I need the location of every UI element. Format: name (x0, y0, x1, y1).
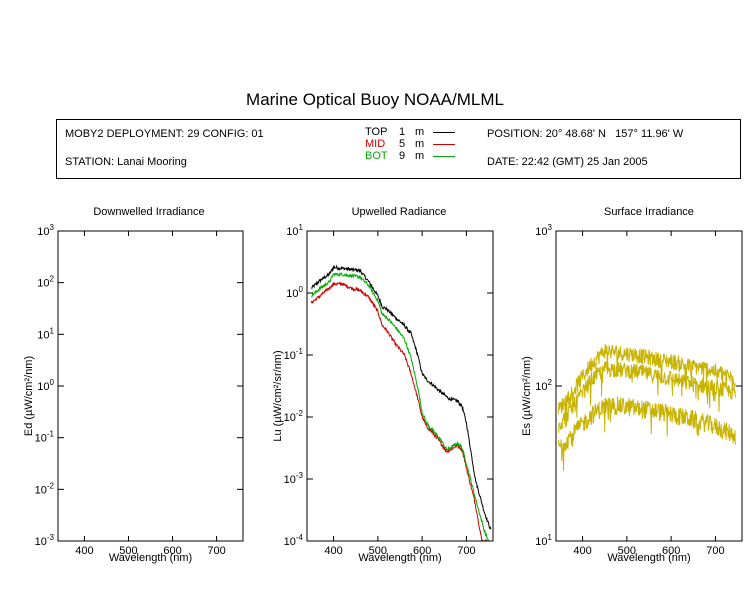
panel-2: 400 500 600 700 Wavelength (nm) 101 102 103 Es (… (521, 223, 743, 564)
plot-frame-0 (57, 230, 244, 542)
y-axis-label-0: Ed (µW/cm²/nm) (23, 356, 35, 436)
x-tick-label-0-0: 400 (75, 545, 93, 557)
y-tick-label-1-5: 101 (286, 223, 303, 238)
y-tick-label-0-6: 103 (37, 223, 54, 238)
legend-mid-depth: 5 (399, 138, 406, 150)
legend-mid-line (433, 144, 455, 145)
x-tick-label-1-2: 600 (413, 545, 431, 557)
x-axis-label-1: Wavelength (nm) (358, 552, 441, 564)
series-line-1-0 (310, 264, 492, 530)
y-tick-label-1-1: 10-3 (284, 471, 304, 486)
x-tick-label-1-1: 500 (369, 545, 387, 557)
y-tick-label-2-0: 101 (535, 533, 552, 548)
panel-title-surface: Surface Irradiance (604, 206, 694, 218)
y-tick-label-0-2: 10-1 (35, 430, 55, 445)
y-tick-label-0-4: 101 (37, 326, 54, 341)
y-tick-label-1-3: 10-1 (284, 347, 304, 362)
y-tick-label-0-0: 10-3 (35, 533, 55, 548)
x-axis-label-2: Wavelength (nm) (607, 552, 690, 564)
x-tick-label-2-2: 600 (662, 545, 680, 557)
legend-top-line (433, 132, 455, 133)
y-tick-label-0-5: 102 (37, 275, 54, 290)
series-line-2-2 (557, 396, 736, 471)
x-axis-label-0: Wavelength (nm) (109, 552, 192, 564)
legend-top-unit: m (415, 126, 425, 138)
station-text: STATION: Lanai Mooring (65, 156, 187, 168)
date-text: DATE: 22:42 (GMT) 25 Jan 2005 (487, 156, 648, 168)
x-tick-label-0-1: 500 (119, 545, 137, 557)
x-tick-label-1-0: 400 (324, 545, 342, 557)
x-tick-label-2-0: 400 (573, 545, 591, 557)
y-tick-label-0-3: 100 (37, 378, 54, 393)
position-text: POSITION: 20° 48.68' N 157° 11.96' W (487, 128, 684, 140)
y-tick-label-1-2: 10-2 (284, 409, 304, 424)
y-axis-label-1: Lu (µW/cm²/sr/nm) (272, 350, 284, 441)
info-box: MOBY2 DEPLOYMENT: 29 CONFIG: 01 STATION:… (56, 119, 741, 179)
y-axis-label-2: Es (µW/cm²/nm) (521, 356, 533, 436)
chart-title: Marine Optical Buoy NOAA/MLML (246, 90, 504, 109)
series-line-1-2 (311, 271, 490, 541)
y-tick-label-2-2: 103 (535, 223, 552, 238)
x-tick-label-0-3: 700 (207, 545, 225, 557)
series-line-2-0 (557, 343, 736, 428)
legend-bot-depth: 9 (399, 150, 406, 162)
legend-bot-unit: m (415, 150, 425, 162)
x-tick-label-1-3: 700 (457, 545, 475, 557)
panel-1: 400 500 600 700 Wavelength (nm) 10-4 10-3 10-2 1… (272, 223, 494, 564)
y-tick-label-1-0: 10-4 (284, 533, 304, 548)
series-line-2-1 (557, 361, 736, 434)
panel-title-upwelled: Upwelled Radiance (351, 206, 447, 218)
legend-bot-name: BOT (365, 150, 388, 162)
legend-mid-unit: m (415, 138, 425, 150)
legend-bot-line (433, 156, 455, 157)
y-tick-label-1-4: 100 (286, 285, 303, 300)
y-tick-label-2-1: 102 (535, 378, 552, 393)
deployment-text: MOBY2 DEPLOYMENT: 29 CONFIG: 01 (65, 128, 264, 140)
x-tick-label-0-2: 600 (163, 545, 181, 557)
panel-0: 400 500 600 700 Wavelength (nm) 10-3 10-2 10-1 1… (23, 223, 244, 564)
panel-title-downwelled: Downwelled Irradiance (93, 206, 205, 218)
legend-mid-name: MID (365, 138, 386, 150)
series-line-1-1 (310, 281, 487, 541)
legend-top-depth: 1 (399, 126, 406, 138)
plot-frame-1 (306, 230, 494, 542)
legend-top-name: TOP (365, 126, 388, 138)
x-tick-label-2-1: 500 (618, 545, 636, 557)
x-tick-label-2-3: 700 (706, 545, 724, 557)
y-tick-label-0-1: 10-2 (35, 481, 55, 496)
